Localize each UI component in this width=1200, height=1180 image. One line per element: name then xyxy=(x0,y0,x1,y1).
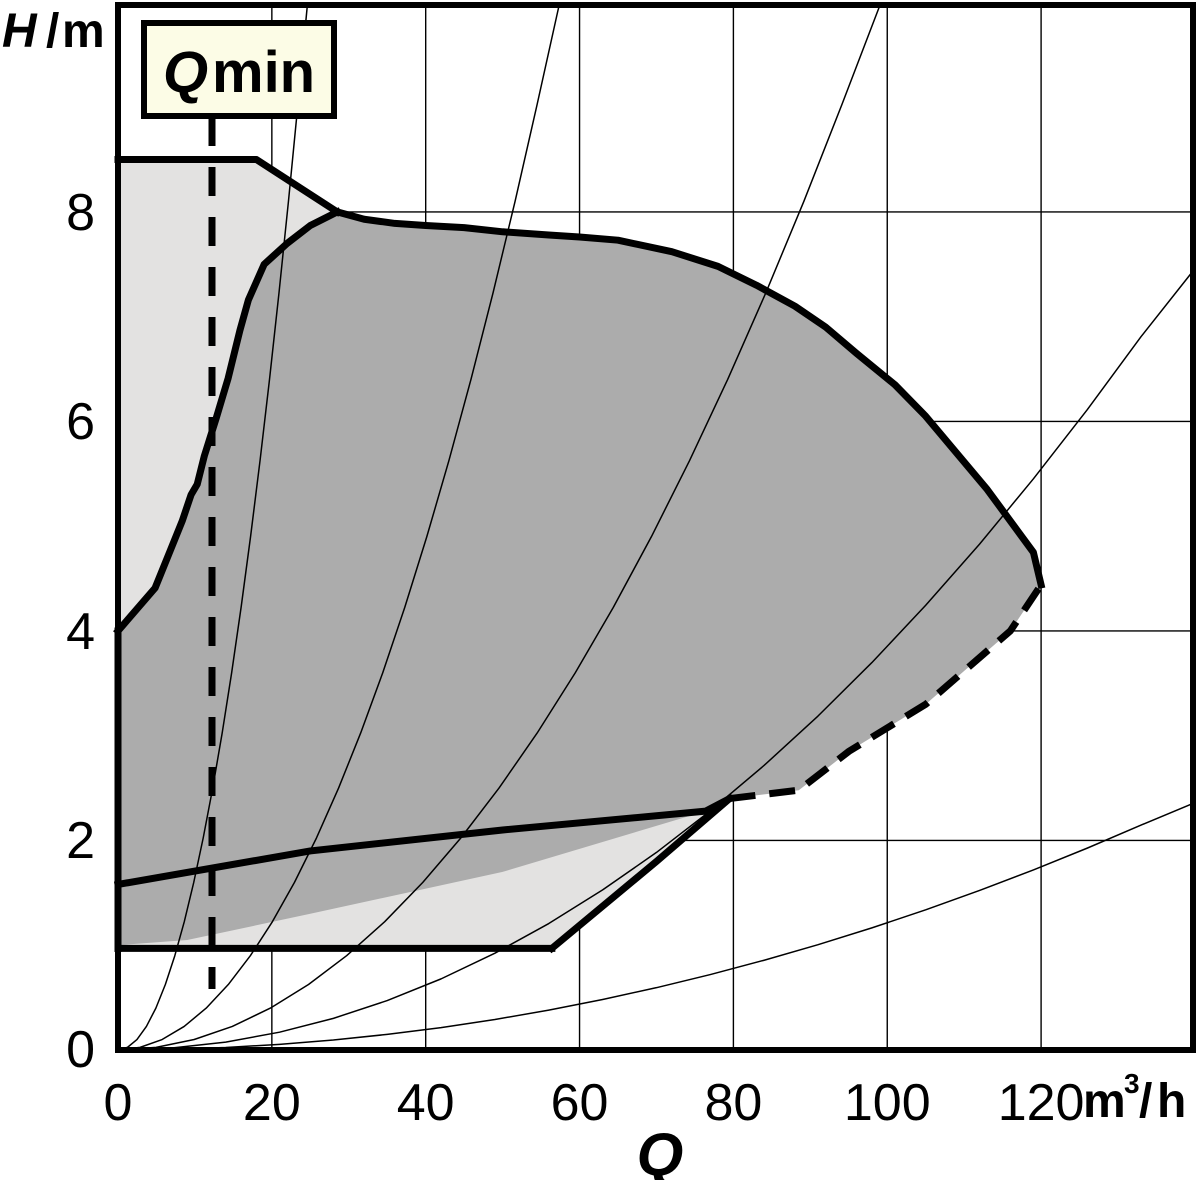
svg-text:20: 20 xyxy=(243,1074,301,1132)
svg-text:H: H xyxy=(2,5,38,58)
svg-text:60: 60 xyxy=(551,1074,609,1132)
svg-text:4: 4 xyxy=(66,603,95,661)
svg-text:0: 0 xyxy=(66,1021,95,1079)
svg-text:80: 80 xyxy=(704,1074,762,1132)
svg-text:/: / xyxy=(46,5,59,58)
svg-text:40: 40 xyxy=(397,1074,455,1132)
svg-text:Q: Q xyxy=(163,40,208,105)
svg-text:m: m xyxy=(62,5,105,58)
svg-text:120: 120 xyxy=(998,1074,1085,1132)
svg-text:2: 2 xyxy=(66,812,95,870)
svg-text:Q: Q xyxy=(637,1121,684,1180)
svg-text:h: h xyxy=(1157,1075,1186,1128)
svg-text:100: 100 xyxy=(844,1074,931,1132)
svg-text:8: 8 xyxy=(66,184,95,242)
svg-text:/: / xyxy=(1139,1075,1152,1128)
svg-text:min: min xyxy=(212,40,315,105)
svg-text:m: m xyxy=(1083,1075,1126,1128)
svg-text:3: 3 xyxy=(1124,1068,1140,1099)
svg-text:0: 0 xyxy=(104,1074,133,1132)
svg-text:6: 6 xyxy=(66,393,95,451)
